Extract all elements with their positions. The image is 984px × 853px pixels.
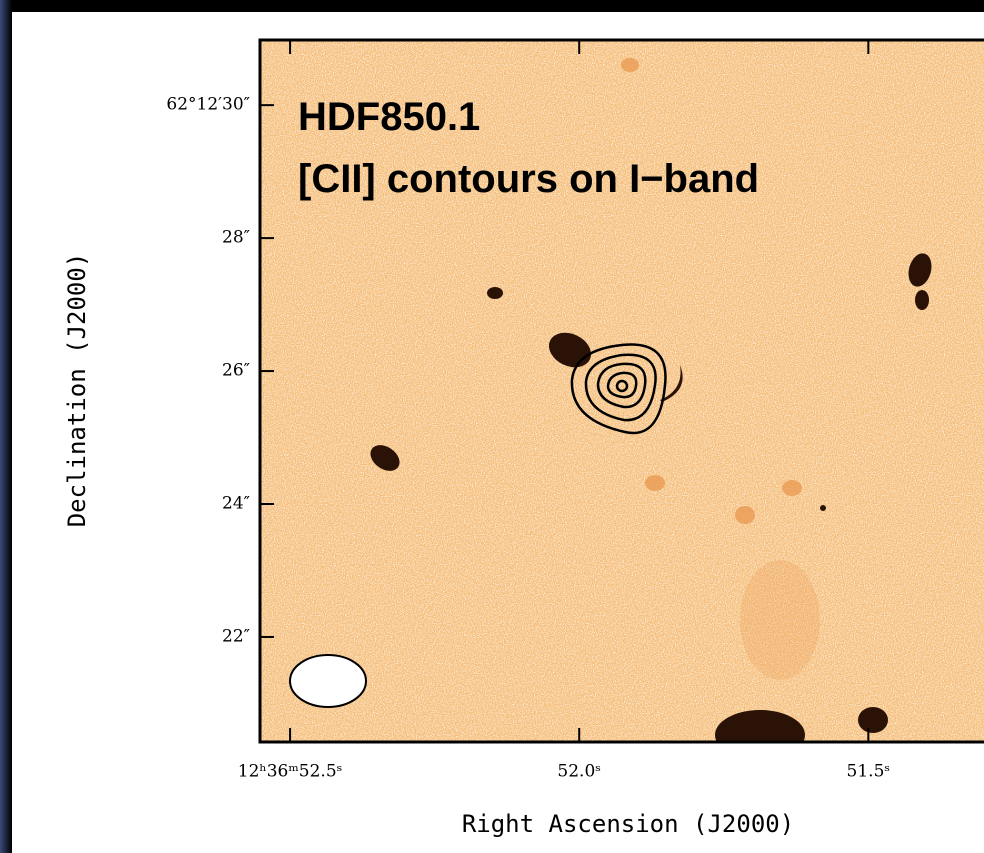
y-tick-label: 28″: [222, 228, 250, 248]
chart-title: HDF850.1: [298, 95, 480, 139]
y-tick-label: 26″: [222, 361, 250, 381]
contours: [570, 343, 667, 435]
sources: [370, 253, 932, 742]
plot-frame: [258, 38, 984, 744]
faint-sources: [621, 58, 820, 680]
image: [260, 40, 984, 742]
x-tick-label: 12ʰ36ᵐ52.5ˢ: [238, 762, 343, 782]
x-axis-label: Right Ascension (J2000): [462, 810, 794, 838]
y-axis-label: Declination (J2000): [63, 253, 91, 528]
beam: [289, 654, 367, 708]
chart-subtitle: [CII] contours on I−band: [298, 157, 759, 201]
y-tick-label: 24″: [222, 494, 250, 514]
y-tick-label: 22″: [222, 626, 250, 646]
frame-edge: [0, 0, 12, 853]
x-tick-label: 51.5ˢ: [847, 762, 891, 782]
x-tick-label: 52.0ˢ: [557, 762, 601, 782]
y-tick-label: 62°12′30″: [166, 95, 250, 115]
